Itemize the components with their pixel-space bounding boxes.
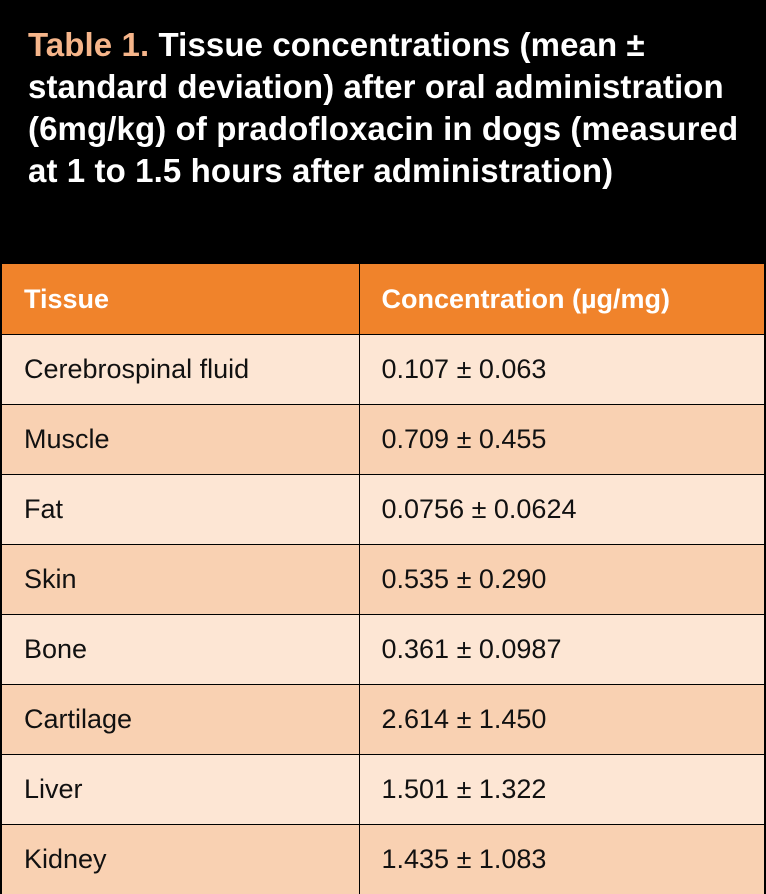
concentration-cell: 1.501 ± 1.322 (359, 754, 764, 825)
data-table: Tissue Concentration (µg/mg) Cerebrospin… (2, 264, 764, 894)
table-caption-text: Tissue concentrations (mean ± standard d… (28, 26, 739, 189)
concentration-cell: 0.709 ± 0.455 (359, 404, 764, 475)
tissue-cell: Muscle (2, 404, 360, 475)
table-caption: Table 1. Tissue concentrations (mean ± s… (2, 2, 764, 264)
concentration-cell: 0.0756 ± 0.0624 (359, 474, 764, 545)
table-row: Kidney 1.435 ± 1.083 (2, 824, 764, 894)
column-header-concentration: Concentration (µg/mg) (359, 264, 764, 335)
table-number-label: Table 1. (28, 26, 150, 63)
tissue-cell: Liver (2, 754, 360, 825)
tissue-cell: Fat (2, 474, 360, 545)
table-row: Cerebrospinal fluid 0.107 ± 0.063 (2, 334, 764, 405)
concentration-cell: 0.107 ± 0.063 (359, 334, 764, 405)
tissue-cell: Kidney (2, 824, 360, 894)
tissue-cell: Cerebrospinal fluid (2, 334, 360, 405)
tissue-cell: Cartilage (2, 684, 360, 755)
table-row: Muscle 0.709 ± 0.455 (2, 404, 764, 475)
table-row: Liver 1.501 ± 1.322 (2, 754, 764, 825)
tissue-cell: Skin (2, 544, 360, 615)
table-row: Bone 0.361 ± 0.0987 (2, 614, 764, 685)
table-row: Cartilage 2.614 ± 1.450 (2, 684, 764, 755)
table-row: Fat 0.0756 ± 0.0624 (2, 474, 764, 545)
concentration-cell: 1.435 ± 1.083 (359, 824, 764, 894)
column-header-tissue: Tissue (2, 264, 360, 335)
tissue-cell: Bone (2, 614, 360, 685)
concentration-cell: 0.361 ± 0.0987 (359, 614, 764, 685)
concentration-cell: 2.614 ± 1.450 (359, 684, 764, 755)
table-row: Skin 0.535 ± 0.290 (2, 544, 764, 615)
concentration-cell: 0.535 ± 0.290 (359, 544, 764, 615)
table-header-row: Tissue Concentration (µg/mg) (2, 264, 764, 335)
